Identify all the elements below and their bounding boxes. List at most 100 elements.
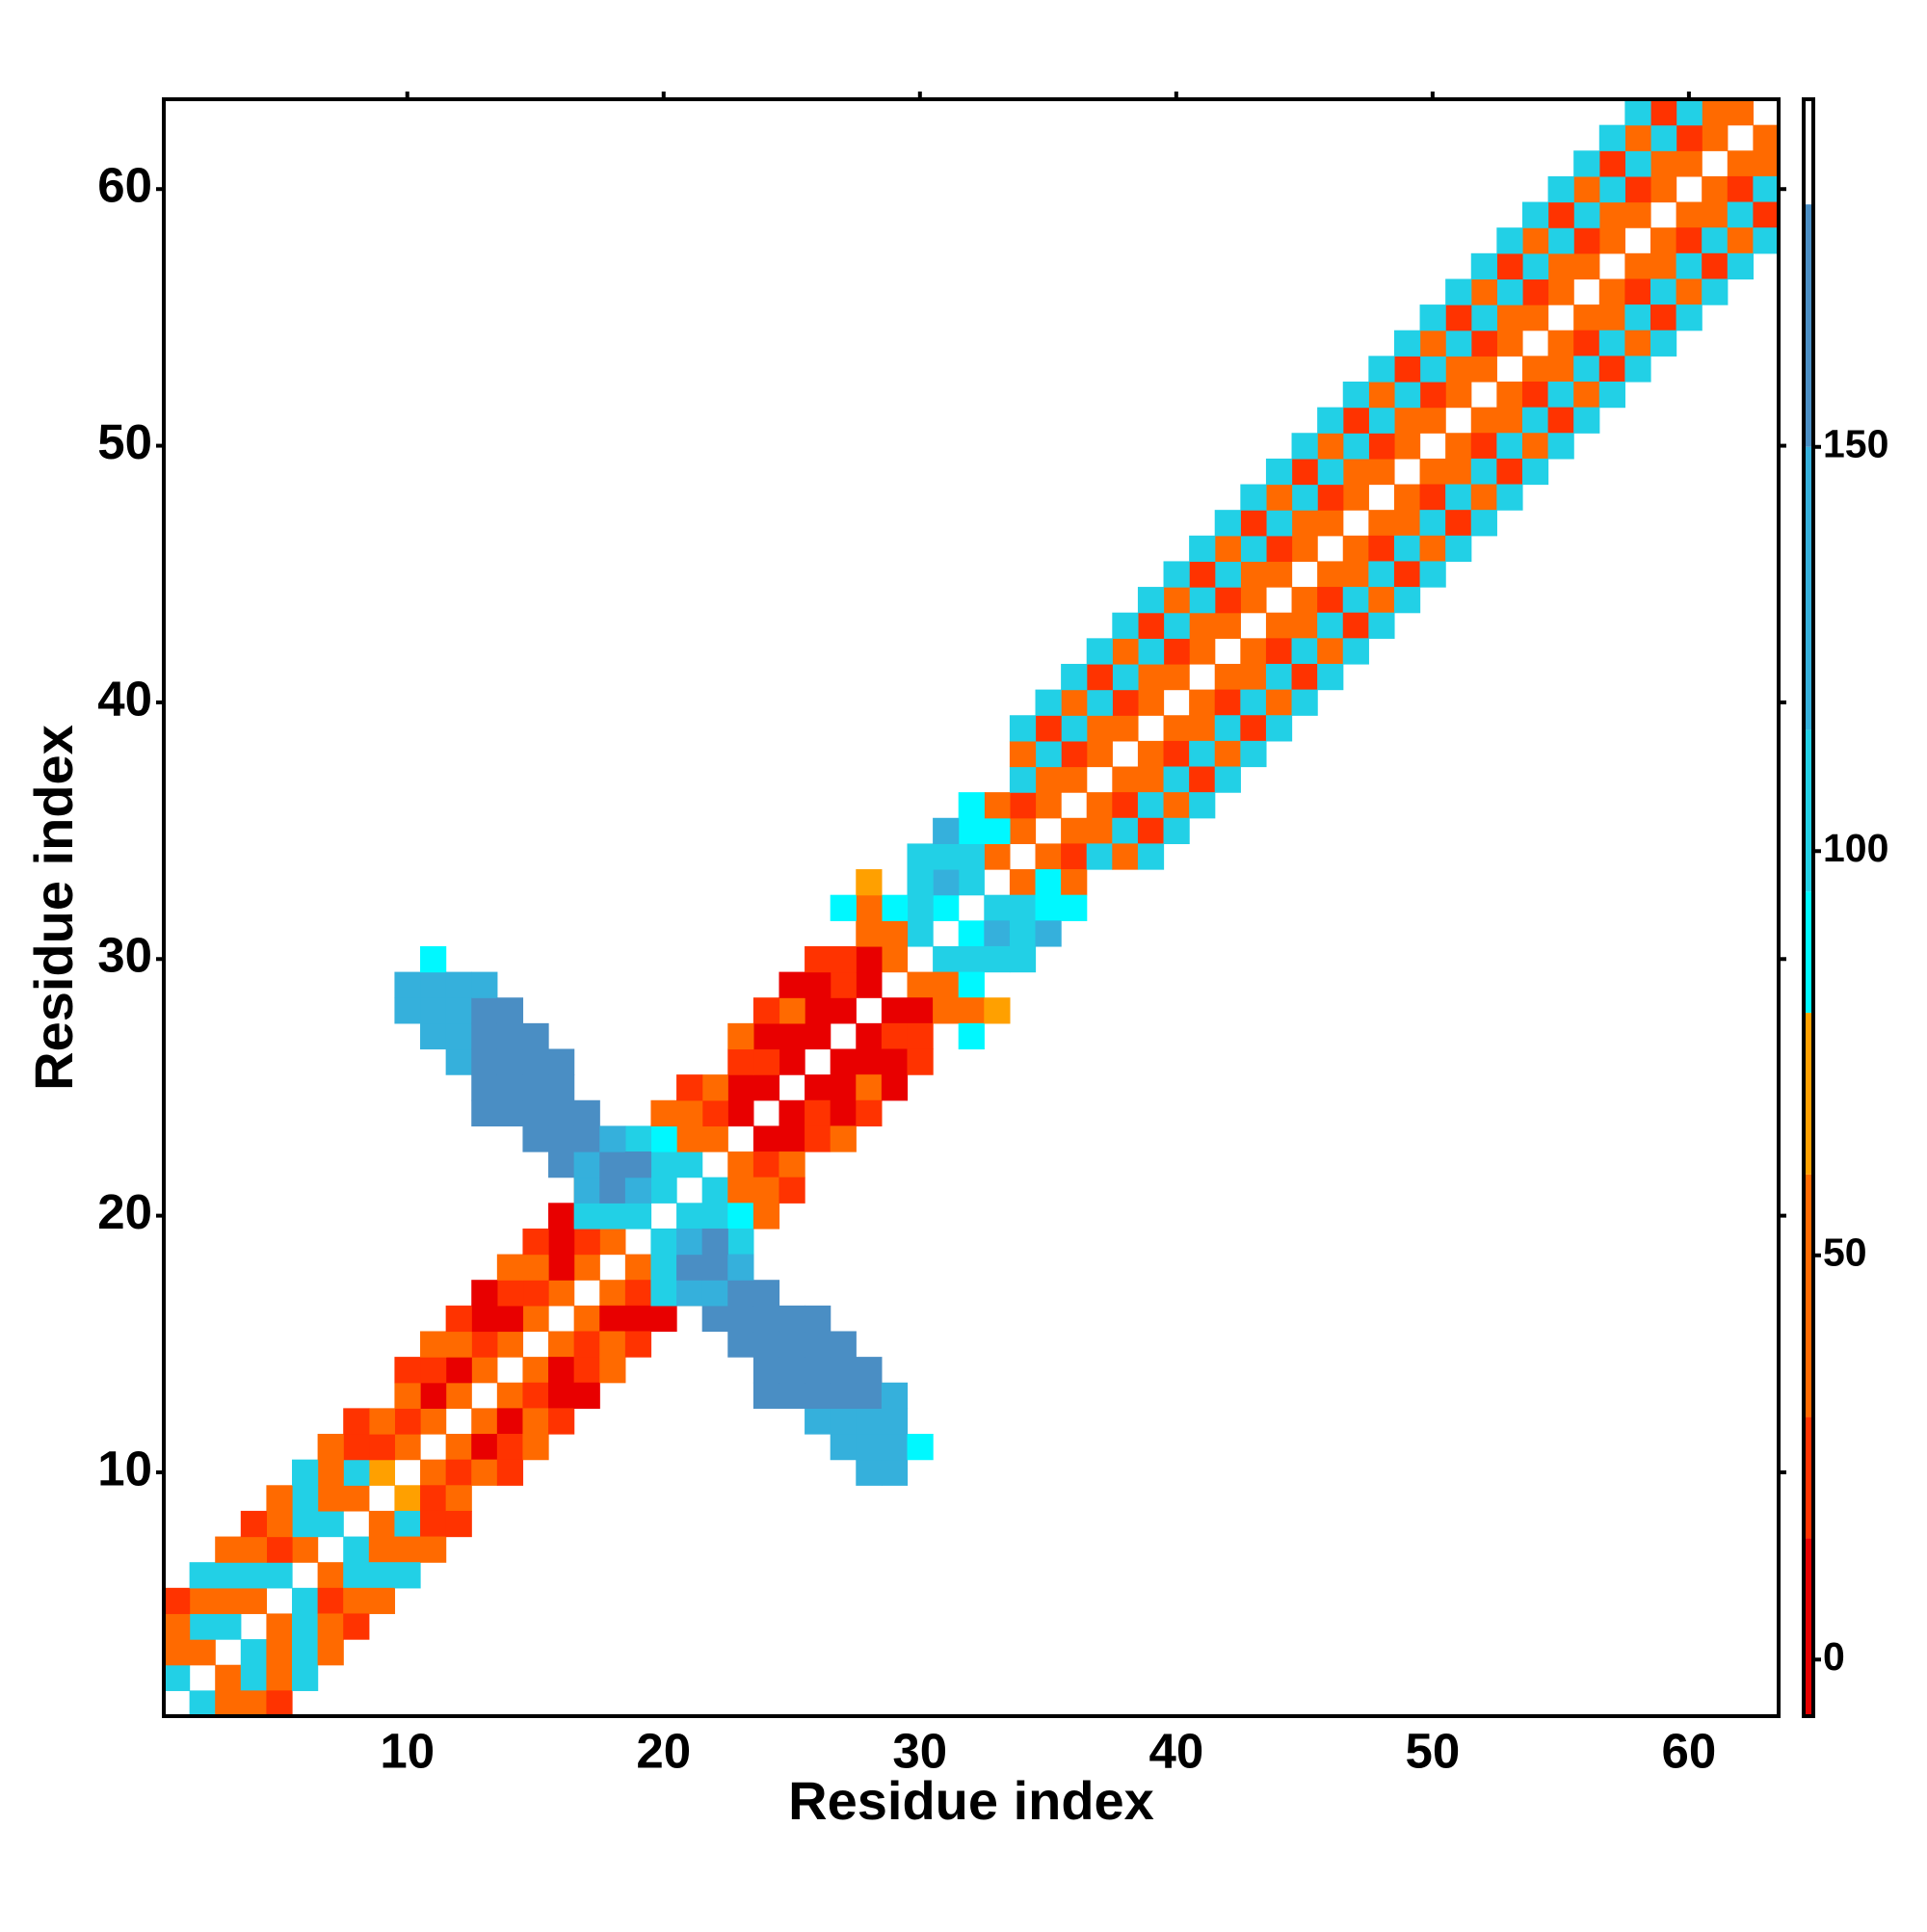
colorbar-tick-label: 0 xyxy=(1823,1634,1845,1679)
heatmap-cell xyxy=(1291,510,1318,537)
heatmap-cell xyxy=(548,1382,575,1409)
heatmap-cell xyxy=(984,817,1011,845)
heatmap-cell xyxy=(1624,175,1651,203)
heatmap-cell xyxy=(573,1177,600,1204)
heatmap-cell xyxy=(907,869,934,896)
heatmap-cell xyxy=(779,1382,805,1409)
heatmap-cell xyxy=(496,1382,524,1409)
heatmap-cell xyxy=(1342,535,1369,563)
heatmap-cell xyxy=(1368,458,1395,486)
heatmap-cell xyxy=(292,1613,319,1640)
heatmap-cell xyxy=(1727,150,1754,177)
heatmap-cell xyxy=(343,1459,370,1486)
heatmap-cell xyxy=(1470,458,1497,486)
heatmap-cell xyxy=(856,894,883,921)
heatmap-cell xyxy=(522,1434,549,1461)
heatmap-cell xyxy=(1702,201,1729,228)
heatmap-cell xyxy=(548,1203,575,1230)
heatmap-cell xyxy=(522,1125,549,1152)
heatmap-cell xyxy=(984,920,1011,947)
heatmap-cell xyxy=(805,1305,832,1333)
heatmap-cell xyxy=(727,1151,754,1178)
heatmap-cell xyxy=(1470,304,1497,331)
heatmap-cell xyxy=(496,1099,524,1126)
heatmap-cell xyxy=(1547,356,1574,383)
heatmap-cell xyxy=(1419,330,1446,357)
heatmap-cell xyxy=(1240,484,1267,511)
heatmap-cell xyxy=(830,894,857,921)
heatmap-cell xyxy=(624,1177,652,1204)
heatmap-cell xyxy=(394,1434,421,1461)
heatmap-cell xyxy=(266,1690,293,1717)
heatmap-cell xyxy=(599,1357,626,1384)
heatmap-cell xyxy=(471,1331,498,1358)
heatmap-cell xyxy=(1137,766,1165,793)
heatmap-cell xyxy=(1496,433,1523,460)
heatmap-cell xyxy=(1368,587,1395,614)
heatmap-cell xyxy=(1035,869,1062,896)
heatmap-cell xyxy=(1086,792,1113,819)
heatmap-cell xyxy=(727,1022,754,1050)
heatmap-cell xyxy=(548,1254,575,1281)
heatmap-cell xyxy=(1676,124,1703,151)
heatmap-cell xyxy=(420,1357,447,1384)
heatmap-cell xyxy=(573,1305,600,1333)
heatmap-cell xyxy=(1061,766,1088,793)
heatmap-cell xyxy=(830,1382,857,1409)
heatmap-cell xyxy=(266,1639,293,1666)
y-axis-title: Residue index xyxy=(23,725,84,1091)
heatmap-cell xyxy=(650,1305,677,1333)
heatmap-cell xyxy=(1189,612,1216,639)
heatmap-cell xyxy=(1496,330,1523,357)
heatmap-cell xyxy=(958,843,985,870)
heatmap-cell xyxy=(292,1459,319,1486)
heatmap-cell xyxy=(1009,869,1037,896)
heatmap-cell xyxy=(1291,612,1318,639)
heatmap-cell xyxy=(1112,663,1139,691)
heatmap-cell xyxy=(445,971,472,998)
heatmap-cell xyxy=(1445,433,1472,460)
heatmap-cell xyxy=(1137,689,1165,716)
heatmap-cell xyxy=(1598,381,1625,409)
heatmap-cell xyxy=(779,1048,805,1075)
heatmap-cell xyxy=(420,997,447,1024)
heatmap-cell xyxy=(1163,638,1190,665)
heatmap-cell xyxy=(1445,458,1472,486)
heatmap-cell xyxy=(1086,689,1113,716)
heatmap-cell xyxy=(1112,792,1139,819)
heatmap-cell xyxy=(958,997,985,1024)
heatmap-cell xyxy=(420,945,447,973)
heatmap-cell xyxy=(933,869,960,896)
heatmap-cell xyxy=(1368,407,1395,434)
heatmap-cell xyxy=(496,1280,524,1307)
heatmap-cell xyxy=(881,1048,909,1075)
heatmap-cell xyxy=(343,1536,370,1563)
heatmap-cell xyxy=(856,1048,883,1075)
heatmap-cell xyxy=(1393,381,1421,409)
heatmap-cell xyxy=(1470,510,1497,537)
heatmap-cell xyxy=(1470,407,1497,434)
heatmap-cell xyxy=(1265,484,1293,511)
heatmap-cell xyxy=(522,1408,549,1435)
heatmap-cell xyxy=(215,1613,242,1640)
heatmap-cell xyxy=(240,1562,268,1589)
heatmap-cell xyxy=(650,1254,677,1281)
heatmap-cell xyxy=(573,1357,600,1384)
heatmap-cell xyxy=(1317,663,1344,691)
heatmap-cell xyxy=(1547,201,1574,228)
x-tick-label: 60 xyxy=(1662,1723,1717,1778)
heatmap-cell xyxy=(1547,433,1574,460)
heatmap-cell xyxy=(856,920,883,947)
heatmap-cell xyxy=(394,1382,421,1409)
heatmap-cell xyxy=(1547,278,1574,305)
heatmap-cell xyxy=(933,843,960,870)
heatmap-cell xyxy=(701,1254,728,1281)
heatmap-cell xyxy=(548,1151,575,1178)
heatmap-cell xyxy=(752,1074,780,1101)
heatmap-cell xyxy=(1521,381,1549,409)
heatmap-cell xyxy=(1291,663,1318,691)
heatmap-cell xyxy=(189,1587,216,1615)
heatmap-cell xyxy=(1521,304,1549,331)
heatmap-cell xyxy=(881,894,909,921)
heatmap-cell xyxy=(599,1177,626,1204)
